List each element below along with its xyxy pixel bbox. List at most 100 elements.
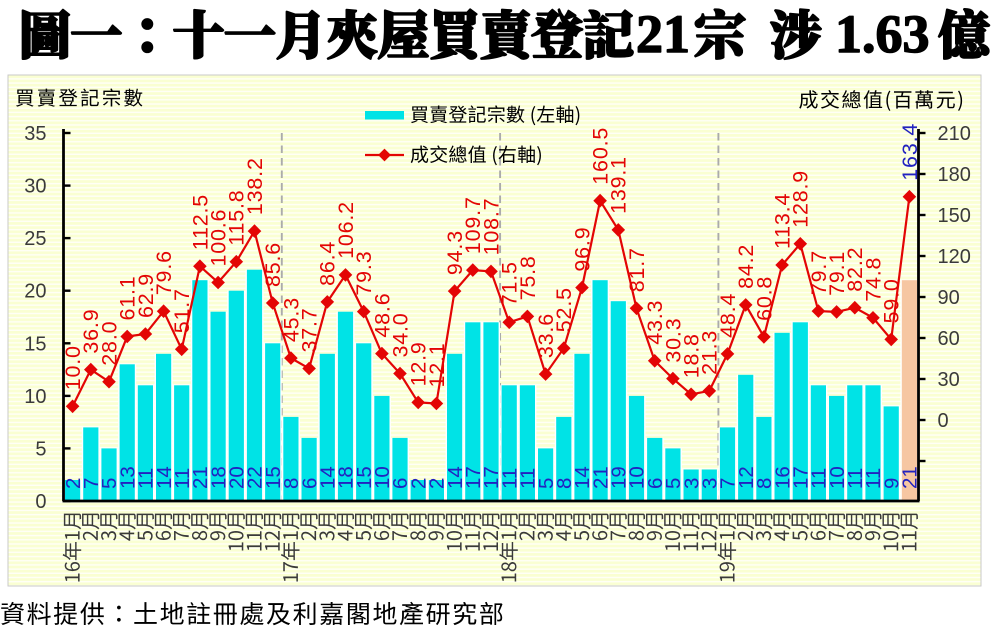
svg-text:5: 5: [662, 478, 685, 489]
svg-text:35: 35: [24, 123, 46, 145]
svg-text:11: 11: [517, 468, 540, 489]
svg-text:7: 7: [717, 478, 740, 489]
svg-text:15: 15: [24, 333, 46, 355]
svg-text:71.5: 71.5: [498, 261, 522, 306]
svg-text:79.1: 79.1: [825, 251, 849, 296]
svg-text:96.9: 96.9: [570, 227, 594, 272]
svg-text:120: 120: [938, 246, 971, 268]
svg-text:86.4: 86.4: [316, 241, 340, 286]
svg-text:79.3: 79.3: [352, 251, 376, 296]
svg-text:18.8: 18.8: [680, 333, 704, 378]
svg-text:15: 15: [262, 466, 285, 489]
svg-text:17: 17: [480, 466, 503, 489]
svg-text:138.2: 138.2: [243, 157, 267, 215]
svg-text:8: 8: [553, 478, 576, 489]
svg-text:33.6: 33.6: [534, 313, 558, 358]
svg-text:22: 22: [244, 466, 267, 489]
svg-text:60: 60: [938, 328, 960, 350]
svg-text:25: 25: [24, 228, 46, 250]
svg-text:36.9: 36.9: [79, 309, 103, 354]
svg-text:34.0: 34.0: [388, 312, 412, 357]
svg-text:94.3: 94.3: [443, 230, 467, 275]
svg-text:100.6: 100.6: [207, 209, 231, 267]
svg-text:113.4: 113.4: [771, 193, 795, 249]
svg-text:9: 9: [880, 478, 903, 489]
svg-text:21: 21: [899, 466, 922, 489]
svg-text:20: 20: [24, 281, 46, 303]
svg-text:112.5: 112.5: [188, 194, 212, 250]
svg-text:8: 8: [280, 478, 303, 489]
svg-text:12: 12: [735, 466, 758, 489]
svg-text:79.7: 79.7: [807, 250, 831, 295]
svg-text:11: 11: [171, 468, 194, 489]
svg-text:11: 11: [862, 468, 885, 489]
svg-text:128.9: 128.9: [789, 170, 813, 228]
svg-text:59.0: 59.0: [880, 278, 904, 323]
svg-text:180: 180: [938, 164, 971, 186]
svg-text:106.2: 106.2: [334, 201, 358, 259]
svg-text:12.9: 12.9: [407, 341, 431, 386]
svg-text:3: 3: [699, 478, 722, 489]
svg-text:15: 15: [353, 466, 376, 489]
svg-text:11: 11: [844, 468, 867, 489]
svg-text:20: 20: [226, 466, 249, 489]
svg-text:115.8: 115.8: [225, 189, 249, 245]
svg-text:2: 2: [62, 478, 85, 489]
svg-text:6: 6: [298, 478, 321, 489]
svg-text:48.4: 48.4: [716, 293, 740, 338]
svg-text:5: 5: [535, 478, 558, 489]
svg-text:51.7: 51.7: [170, 288, 194, 333]
svg-text:10: 10: [626, 466, 649, 489]
svg-text:150: 150: [938, 205, 971, 227]
svg-text:18: 18: [335, 466, 358, 489]
svg-text:10: 10: [371, 466, 394, 489]
svg-text:10: 10: [826, 466, 849, 489]
svg-text:28.0: 28.0: [97, 321, 121, 366]
svg-text:19: 19: [608, 466, 631, 489]
svg-text:60.8: 60.8: [752, 276, 776, 321]
svg-text:45.3: 45.3: [279, 297, 303, 342]
svg-text:62.9: 62.9: [134, 273, 158, 318]
svg-text:14: 14: [571, 466, 594, 489]
svg-text:2: 2: [407, 478, 430, 489]
svg-text:3: 3: [680, 478, 703, 489]
svg-text:11: 11: [808, 468, 831, 489]
svg-text:84.2: 84.2: [734, 244, 758, 289]
svg-text:13: 13: [116, 466, 139, 489]
svg-text:18: 18: [207, 466, 230, 489]
svg-text:5: 5: [35, 438, 46, 460]
svg-text:108.7: 108.7: [479, 198, 503, 256]
svg-text:139.1: 139.1: [607, 156, 631, 214]
svg-text:48.6: 48.6: [370, 293, 394, 338]
svg-text:17: 17: [462, 466, 485, 489]
svg-text:5: 5: [98, 478, 121, 489]
svg-text:79.6: 79.6: [152, 250, 176, 295]
svg-text:8: 8: [753, 478, 776, 489]
svg-text:37.7: 37.7: [298, 307, 322, 352]
svg-text:21.3: 21.3: [698, 330, 722, 375]
svg-text:11: 11: [135, 468, 158, 489]
svg-text:30: 30: [938, 369, 960, 391]
svg-text:210: 210: [938, 123, 971, 145]
svg-text:0: 0: [938, 410, 949, 432]
svg-text:109.7: 109.7: [461, 196, 485, 254]
svg-text:90: 90: [938, 287, 960, 309]
svg-text:160.5: 160.5: [589, 127, 613, 185]
svg-text:6: 6: [389, 478, 412, 489]
svg-text:14: 14: [153, 466, 176, 489]
svg-text:75.8: 75.8: [516, 255, 540, 300]
svg-text:14: 14: [444, 466, 467, 489]
svg-text:85.6: 85.6: [261, 242, 285, 287]
svg-text:74.8: 74.8: [861, 257, 885, 302]
svg-text:163.4: 163.4: [898, 123, 922, 181]
svg-text:10: 10: [24, 386, 46, 408]
svg-text:30: 30: [24, 176, 46, 198]
svg-text:10.0: 10.0: [61, 345, 85, 390]
svg-text:7: 7: [80, 478, 103, 489]
svg-text:11: 11: [498, 468, 521, 489]
svg-text:16: 16: [771, 466, 794, 489]
svg-text:0: 0: [35, 491, 46, 513]
svg-text:81.7: 81.7: [625, 247, 649, 292]
svg-text:2: 2: [426, 478, 449, 489]
svg-text:82.2: 82.2: [843, 247, 867, 292]
